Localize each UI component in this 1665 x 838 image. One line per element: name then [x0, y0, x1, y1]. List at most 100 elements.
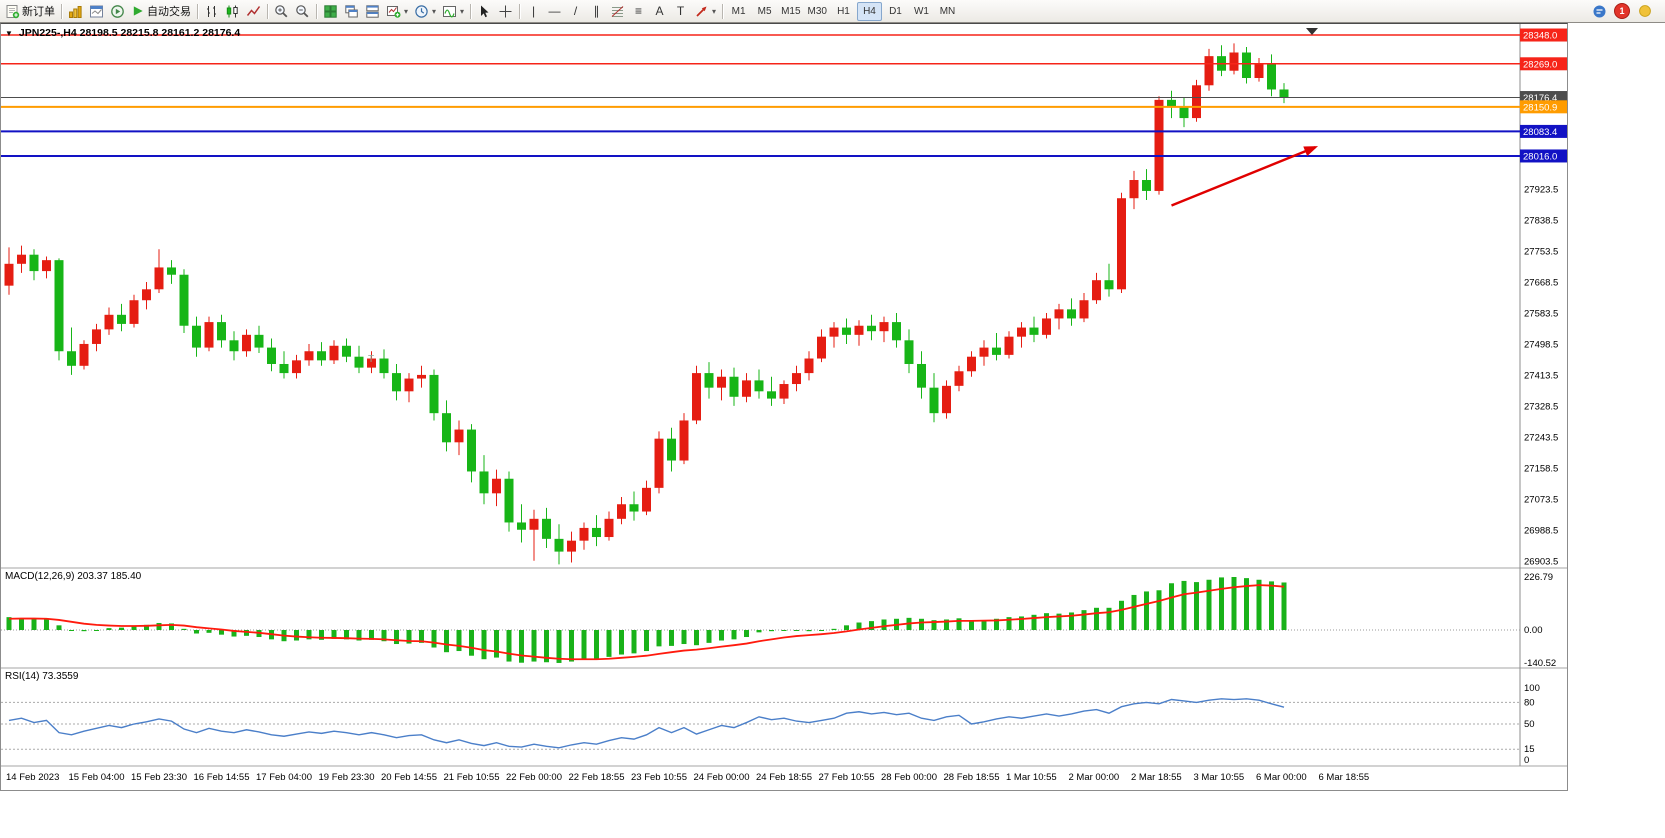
- rsi-panel: 100 80 50 150: [1, 683, 1540, 766]
- svg-text:27753.5: 27753.5: [1524, 247, 1558, 258]
- new-order-button[interactable]: 新订单: [2, 2, 58, 21]
- svg-text:27413.5: 27413.5: [1524, 370, 1558, 381]
- tile-horizontal-icon: [366, 4, 379, 18]
- svg-text:28150.9: 28150.9: [1523, 102, 1557, 113]
- svg-text:2 Mar 18:55: 2 Mar 18:55: [1131, 772, 1182, 783]
- timeframe-button-mn[interactable]: MN: [935, 2, 960, 21]
- bar-chart-type-icon: [207, 5, 216, 17]
- svg-text:27158.5: 27158.5: [1524, 463, 1558, 474]
- svg-text:6 Mar 18:55: 6 Mar 18:55: [1319, 772, 1370, 783]
- text-tool-button[interactable]: A: [649, 2, 670, 21]
- vertical-line-tool-button[interactable]: |: [523, 2, 544, 21]
- timeframe-group: M1 M5 M15 M30 H1 H4 D1 W1 MN: [726, 1, 960, 21]
- auto-scroll-button[interactable]: ▾: [411, 2, 439, 21]
- community-button[interactable]: [1589, 2, 1610, 21]
- svg-text:28 Feb 00:00: 28 Feb 00:00: [881, 772, 937, 783]
- timeframe-button-h1[interactable]: H1: [831, 2, 856, 21]
- svg-text:20 Feb 14:55: 20 Feb 14:55: [381, 772, 437, 783]
- svg-text:27328.5: 27328.5: [1524, 401, 1558, 412]
- price-scale: 27923.5 27838.5 27753.5 27668.5 27583.5 27498…: [1524, 185, 1558, 568]
- svg-text:19 Feb 23:30: 19 Feb 23:30: [319, 772, 375, 783]
- timeframe-button-m1[interactable]: M1: [726, 2, 751, 21]
- alerts-button[interactable]: [1634, 2, 1655, 21]
- cascade-windows-button[interactable]: [341, 2, 362, 21]
- rsi-label: RSI(14) 73.3559: [5, 671, 79, 682]
- alert-bell-icon: [1638, 5, 1651, 17]
- indicators-button[interactable]: ▾: [439, 2, 467, 21]
- chart-window: 226.79 0.00 -140.52 100 80 50 15 0 28348.0 28269.…: [0, 23, 1568, 791]
- new-order-label: 新订单: [22, 6, 55, 18]
- crosshair-button[interactable]: [495, 2, 516, 21]
- auto-trading-icon: [133, 6, 143, 16]
- toolbar-separator: [470, 3, 472, 19]
- timeframe-button-d1[interactable]: D1: [883, 2, 908, 21]
- channel-tool-button[interactable]: ∥: [586, 2, 607, 21]
- svg-text:16 Feb 14:55: 16 Feb 14:55: [194, 772, 250, 783]
- chart-canvas[interactable]: 226.79 0.00 -140.52 100 80 50 150 28348.0 28269.…: [1, 24, 1567, 790]
- auto-trading-button[interactable]: 自动交易: [128, 2, 194, 21]
- one-click-trading-arrow[interactable]: ▼: [5, 28, 13, 38]
- bar-chart-type-button[interactable]: [201, 2, 222, 21]
- text-label-icon: T: [676, 4, 685, 18]
- trendline-icon: /: [573, 4, 578, 18]
- svg-text:2 Mar 00:00: 2 Mar 00:00: [1069, 772, 1120, 783]
- annotations-layer[interactable]: T: [368, 28, 1319, 365]
- dropdown-arrow: ▾: [460, 6, 465, 16]
- svg-text:27243.5: 27243.5: [1524, 432, 1558, 443]
- line-chart-type-button[interactable]: [243, 2, 264, 21]
- svg-text:27073.5: 27073.5: [1524, 494, 1558, 505]
- svg-text:15 Feb 04:00: 15 Feb 04:00: [69, 772, 125, 783]
- svg-text:17 Feb 04:00: 17 Feb 04:00: [256, 772, 312, 783]
- fibonacci-tool-button[interactable]: [607, 2, 628, 21]
- zoom-in-button[interactable]: [271, 2, 292, 21]
- svg-text:28 Feb 18:55: 28 Feb 18:55: [944, 772, 1000, 783]
- svg-text:22 Feb 18:55: 22 Feb 18:55: [569, 772, 625, 783]
- dropdown-arrow: ▾: [712, 6, 717, 16]
- tile-windows-button[interactable]: [320, 2, 341, 21]
- svg-text:100: 100: [1524, 683, 1540, 694]
- community-icon: [1593, 5, 1606, 17]
- navigator-button[interactable]: [86, 2, 107, 21]
- terminal-button[interactable]: [107, 2, 128, 21]
- toolbar-separator: [519, 3, 521, 19]
- svg-text:22 Feb 00:00: 22 Feb 00:00: [506, 772, 562, 783]
- svg-text:80: 80: [1524, 697, 1535, 708]
- toolbar-separator: [316, 3, 317, 19]
- text-label-tool-button[interactable]: T: [670, 2, 691, 21]
- timeframe-button-m30[interactable]: M30: [805, 2, 830, 21]
- dropdown-arrow: ▾: [404, 6, 409, 16]
- cycle-lines-tool-button[interactable]: ≡: [628, 2, 649, 21]
- toolbar-separator: [722, 3, 724, 19]
- horizontal-line-tool-button[interactable]: —: [544, 2, 565, 21]
- market-watch-button[interactable]: [65, 2, 86, 21]
- timeframe-button-m15[interactable]: M15: [778, 2, 803, 21]
- dropdown-arrow: ▾: [432, 6, 437, 16]
- svg-text:15 Feb 23:30: 15 Feb 23:30: [131, 772, 187, 783]
- new-chart-button[interactable]: ▾: [383, 2, 411, 21]
- line-chart-type-icon: [246, 5, 261, 16]
- cursor-icon: [481, 5, 489, 17]
- timeframe-button-m5[interactable]: M5: [752, 2, 777, 21]
- arrows-tool-button[interactable]: ▾: [691, 2, 719, 21]
- cursor-button[interactable]: [474, 2, 495, 21]
- scroll-anchor-marker: [1306, 28, 1318, 35]
- market-watch-icon: [69, 5, 82, 18]
- notification-badge[interactable]: 1: [1614, 3, 1630, 19]
- zoom-out-button[interactable]: [292, 2, 313, 21]
- fibonacci-icon: [611, 5, 624, 17]
- timeframe-button-w1[interactable]: W1: [909, 2, 934, 21]
- arrow-tool-icon: [696, 6, 707, 17]
- trendline-tool-button[interactable]: /: [565, 2, 586, 21]
- svg-text:27668.5: 27668.5: [1524, 278, 1558, 289]
- svg-text:28269.0: 28269.0: [1523, 59, 1557, 70]
- timeframe-button-h4[interactable]: H4: [856, 1, 882, 21]
- tile-horizontal-button[interactable]: [362, 2, 383, 21]
- vertical-line-icon: |: [531, 4, 536, 18]
- candlestick-chart-type-button[interactable]: [222, 2, 243, 21]
- chart-title: ▼ JPN225-,H4 28198.5 28215.8 28161.2 281…: [5, 27, 240, 39]
- candlesticks-layer: [4, 43, 1289, 565]
- svg-text:27923.5: 27923.5: [1524, 185, 1558, 196]
- svg-text:50: 50: [1524, 719, 1535, 730]
- navigator-icon: [90, 5, 103, 17]
